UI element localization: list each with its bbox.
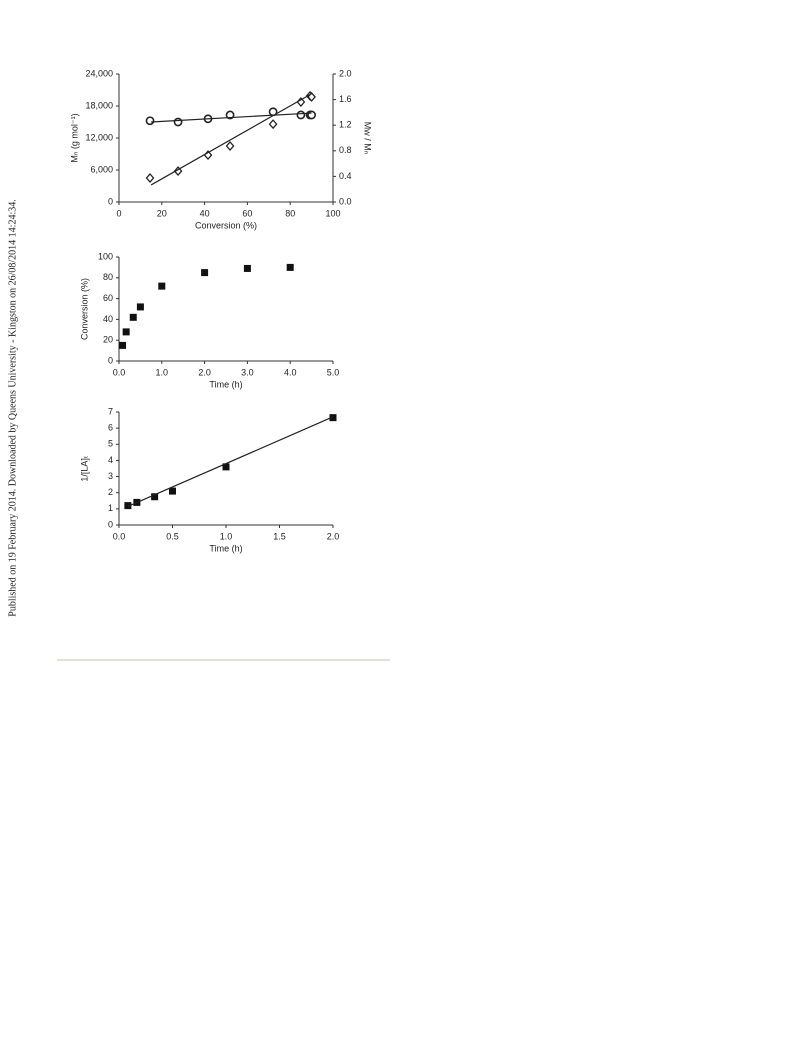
x-axis-label: Time (h) — [209, 379, 242, 389]
y-tick-label: 40 — [103, 314, 113, 324]
square-marker — [122, 328, 130, 336]
square-marker — [151, 493, 159, 501]
x-tick-label: 60 — [242, 208, 252, 218]
fit-line — [151, 112, 312, 123]
x-tick-label: 5.0 — [327, 367, 340, 377]
y-tick-label: 5 — [108, 439, 113, 449]
y-tick-label: 4 — [108, 455, 113, 465]
y-axis-label: Mₙ (g mol⁻¹) — [69, 113, 79, 162]
fit-line — [127, 416, 334, 507]
y-tick-label: 24,000 — [85, 68, 113, 78]
diamond-marker — [145, 173, 155, 183]
square-marker — [129, 313, 137, 321]
x-tick-label: 3.0 — [241, 367, 254, 377]
y-tick-label: 6,000 — [90, 164, 113, 174]
x-tick-label: 0 — [116, 208, 121, 218]
x-tick-label: 20 — [157, 208, 167, 218]
y-tick-label: 0 — [108, 519, 113, 529]
y2-tick-label: 0.0 — [339, 196, 352, 206]
x-tick-label: 1.0 — [156, 367, 169, 377]
square-marker — [222, 463, 230, 471]
x-tick-label: 40 — [200, 208, 210, 218]
circle-marker — [145, 116, 155, 126]
y2-tick-label: 0.4 — [339, 171, 352, 181]
fit-line — [150, 93, 312, 186]
x-axis-label: Conversion (%) — [195, 220, 257, 230]
y2-tick-label: 1.2 — [339, 120, 352, 130]
square-marker — [243, 264, 251, 272]
y-tick-label: 100 — [98, 251, 113, 261]
x-tick-label: 1.5 — [273, 531, 286, 541]
square-marker — [329, 414, 337, 422]
x-tick-label: 4.0 — [284, 367, 297, 377]
y2-tick-label: 0.8 — [339, 145, 352, 155]
x-tick-label: 0.0 — [113, 367, 126, 377]
y-tick-label: 20 — [103, 335, 113, 345]
y-tick-label: 3 — [108, 471, 113, 481]
diamond-marker — [225, 141, 235, 151]
square-marker — [136, 303, 144, 311]
y-tick-label: 2 — [108, 487, 113, 497]
diamond-marker — [268, 119, 278, 130]
y2-tick-label: 2.0 — [339, 68, 352, 78]
y-tick-label: 1 — [108, 503, 113, 513]
side-note: Published on 19 February 2014. Downloade… — [7, 199, 18, 616]
x-tick-label: 0.0 — [113, 531, 126, 541]
x-tick-label: 2.0 — [198, 367, 211, 377]
y-tick-label: 80 — [103, 272, 113, 282]
square-marker — [119, 341, 127, 349]
y-axis-label: 1/[LA]ₜ — [79, 455, 89, 482]
square-marker — [169, 487, 176, 495]
square-marker — [158, 282, 166, 290]
y-axis-label: Conversion (%) — [79, 278, 89, 340]
y-tick-label: 12,000 — [85, 132, 113, 142]
y-tick-label: 60 — [103, 293, 113, 303]
x-tick-label: 1.0 — [220, 531, 233, 541]
square-marker — [201, 269, 209, 277]
square-marker — [286, 263, 294, 271]
circle-marker — [268, 107, 278, 117]
x-tick-label: 2.0 — [327, 531, 340, 541]
y2-tick-label: 1.6 — [339, 94, 352, 104]
circle-marker — [173, 117, 183, 127]
y-tick-label: 18,000 — [85, 100, 113, 110]
y-tick-label: 0 — [108, 355, 113, 365]
y2-axis-label: Mw / Mₙ — [363, 122, 373, 155]
square-marker — [124, 502, 132, 510]
y-tick-label: 7 — [108, 406, 113, 416]
y-tick-label: 0 — [108, 196, 113, 206]
circle-marker — [296, 110, 306, 120]
x-tick-label: 80 — [285, 208, 295, 218]
x-tick-label: 0.5 — [166, 531, 179, 541]
x-tick-label: 100 — [325, 208, 340, 218]
x-axis-label: Time (h) — [209, 543, 242, 553]
circle-marker — [225, 110, 235, 120]
circle-marker — [307, 110, 316, 120]
y-tick-label: 6 — [108, 423, 113, 433]
